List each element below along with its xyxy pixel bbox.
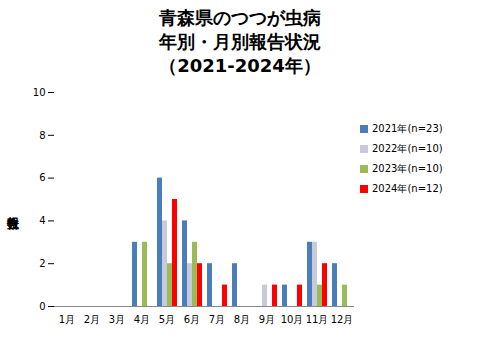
html-text:青森県のつつが虫病 年別・月別報告状況 （2021-2024: 青森県のつつが虫病 年別・月別報告状況 （2021-2024年） bbox=[159, 7, 321, 76]
svg-text:8: 8 bbox=[39, 130, 45, 141]
svg-text:4月: 4月 bbox=[134, 314, 150, 325]
svg-text:2月: 2月 bbox=[84, 314, 100, 325]
html-text:2023年(n=10): 2023年(n=10) bbox=[372, 163, 443, 174]
svg-text:2: 2 bbox=[39, 258, 45, 269]
svg-text:10: 10 bbox=[33, 87, 46, 98]
html-text:報告数: 報告数 bbox=[5, 205, 20, 209]
svg-text:4: 4 bbox=[39, 215, 45, 226]
svg-text:1月: 1月 bbox=[59, 314, 75, 325]
html-text:2022年(n=10): 2022年(n=10) bbox=[372, 143, 443, 154]
svg-text:6月: 6月 bbox=[184, 314, 200, 325]
svg-text:6: 6 bbox=[39, 172, 45, 183]
svg-text:0: 0 bbox=[39, 301, 45, 312]
svg-text:9月: 9月 bbox=[259, 314, 275, 325]
html-text:2021年(n=23): 2021年(n=23) bbox=[372, 123, 443, 134]
svg-text:3月: 3月 bbox=[109, 314, 125, 325]
svg-text:10月: 10月 bbox=[281, 314, 304, 325]
html-text:2024年(n=12): 2024年(n=12) bbox=[372, 183, 443, 194]
svg-text:12月: 12月 bbox=[331, 314, 354, 325]
svg-text:11月: 11月 bbox=[306, 314, 329, 325]
svg-text:8月: 8月 bbox=[234, 314, 250, 325]
svg-text:7月: 7月 bbox=[209, 314, 225, 325]
svg-text:5月: 5月 bbox=[159, 314, 175, 325]
